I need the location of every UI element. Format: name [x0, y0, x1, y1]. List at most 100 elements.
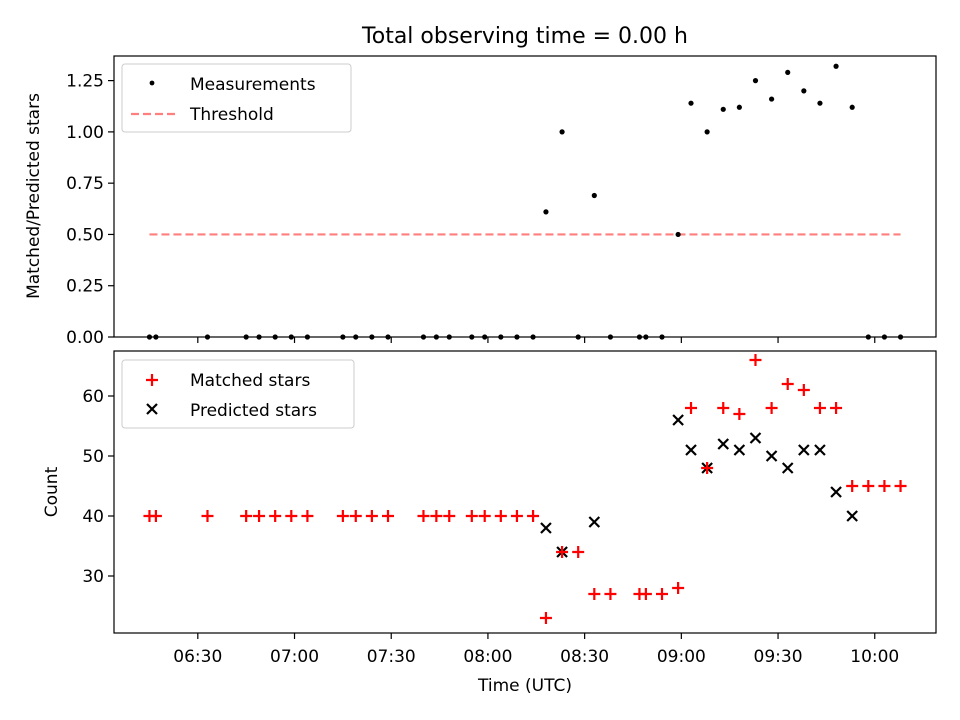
measurement-point	[559, 129, 565, 135]
top-legend-box	[121, 63, 352, 133]
top-y-tick-label: 0.00	[66, 328, 104, 348]
bottom-x-tick-label: 07:00	[270, 647, 319, 667]
measurement-point	[153, 334, 159, 340]
matched-star-point	[781, 378, 794, 390]
predicted-star-point	[846, 510, 858, 522]
matched-star-point	[672, 582, 685, 594]
matched-star-point	[149, 510, 162, 522]
matched-star-point	[765, 402, 778, 414]
measurement-point	[833, 63, 839, 69]
measurement-point	[801, 88, 807, 94]
measurement-point	[659, 334, 665, 340]
top-y-tick-label: 0.50	[66, 225, 104, 245]
legend-predicted-marker	[146, 403, 158, 415]
matched-star-point	[656, 588, 668, 600]
top-x-axis-ticks	[197, 337, 876, 343]
matched-star-point	[685, 402, 698, 414]
measurement-point	[340, 334, 346, 340]
predicted-star-point	[765, 450, 778, 462]
measurement-point	[785, 69, 791, 76]
matched-star-point	[240, 510, 253, 522]
measurement-point	[146, 334, 153, 340]
matched-star-point	[572, 546, 585, 558]
matched-star-point	[813, 402, 826, 414]
legend-threshold-label: Threshold	[189, 105, 274, 125]
predicted-star-point	[717, 438, 730, 450]
measurement-point	[420, 334, 427, 340]
measurement-point	[704, 129, 710, 135]
matched-star-point	[443, 510, 456, 522]
matched-star-point	[894, 480, 907, 492]
matched-star-point	[269, 510, 282, 522]
top-y-axis: 0.00 0.25 0.50 0.75 1.00 1.25	[66, 72, 114, 348]
measurement-point	[530, 334, 536, 340]
measurement-point	[543, 209, 549, 215]
measurement-point	[720, 106, 726, 112]
matched-star-point	[253, 510, 266, 522]
top-y-axis-label: Matched/Predicted stars	[24, 93, 44, 299]
matched-star-point	[733, 408, 746, 420]
measurement-point	[304, 334, 311, 340]
matched-star-point	[349, 510, 362, 522]
legend-matched-label: Matched stars	[190, 371, 310, 391]
predicted-star-point	[749, 432, 762, 444]
bottom-y-tick-label: 40	[82, 507, 104, 527]
matched-star-point	[336, 510, 349, 522]
matched-star-point	[417, 510, 430, 522]
predicted-star-point	[685, 444, 697, 456]
measurement-point	[591, 192, 597, 199]
top-panel: Total observing time = 0.00 h 0.00 0.25 0.…	[24, 24, 937, 348]
measurement-point	[433, 334, 439, 340]
top-legend: Measurements Threshold	[121, 63, 352, 133]
top-y-tick-label: 1.00	[66, 123, 104, 143]
measurement-point	[369, 334, 375, 340]
bottom-x-tick-label: 07:30	[367, 647, 416, 667]
bottom-plot-frame	[113, 350, 937, 634]
bottom-x-axis: 06:30 07:00 07:30 08:00 08:30 09:00 09:30 10:00	[173, 633, 899, 667]
top-y-tick-label: 0.75	[66, 174, 104, 194]
predicted-star-point	[540, 522, 552, 534]
matched-star-point	[465, 510, 478, 522]
chart-title: Total observing time = 0.00 h	[361, 24, 688, 49]
measurement-point	[243, 334, 249, 340]
measurement-point	[736, 104, 742, 110]
measurement-point	[575, 334, 581, 340]
bottom-y-axis-label: Count	[42, 466, 62, 517]
matched-star-point	[717, 402, 730, 414]
matched-star-point	[639, 588, 652, 600]
bottom-x-tick-label: 06:30	[173, 647, 222, 667]
bottom-legend-box	[121, 359, 355, 429]
measurement-point	[675, 231, 681, 238]
measurement-point	[385, 334, 391, 340]
matched-star-point	[701, 462, 714, 474]
measurement-point	[288, 334, 294, 340]
top-plot-frame	[113, 55, 937, 338]
top-series-marks	[146, 63, 904, 340]
top-y-tick-label: 0.25	[66, 277, 104, 297]
bottom-y-tick-label: 50	[82, 447, 104, 467]
matched-star-point	[365, 510, 378, 522]
predicted-star-point	[733, 444, 746, 456]
matched-star-point	[539, 612, 552, 624]
predicted-star-point	[830, 486, 842, 498]
measurement-point	[353, 334, 359, 340]
matched-star-point	[382, 510, 394, 522]
matched-star-point	[588, 588, 601, 600]
bottom-x-tick-label: 08:00	[463, 647, 512, 667]
bottom-x-tick-label: 09:30	[754, 647, 803, 667]
matched-star-point	[510, 510, 523, 522]
matched-star-point	[604, 588, 617, 600]
measurement-point	[482, 334, 488, 340]
measurement-point	[272, 334, 278, 340]
bottom-y-tick-label: 30	[82, 567, 104, 587]
predicted-star-point	[781, 462, 794, 474]
bottom-y-axis: 30 40 50 60	[82, 387, 114, 587]
matched-star-point	[749, 354, 762, 366]
bottom-x-tick-label: 10:00	[850, 647, 899, 667]
predicted-star-point	[672, 414, 684, 426]
measurement-point	[204, 334, 211, 340]
legend-matched-marker	[146, 374, 158, 386]
legend-measurements-label: Measurements	[190, 75, 316, 95]
matched-star-point	[862, 480, 875, 492]
